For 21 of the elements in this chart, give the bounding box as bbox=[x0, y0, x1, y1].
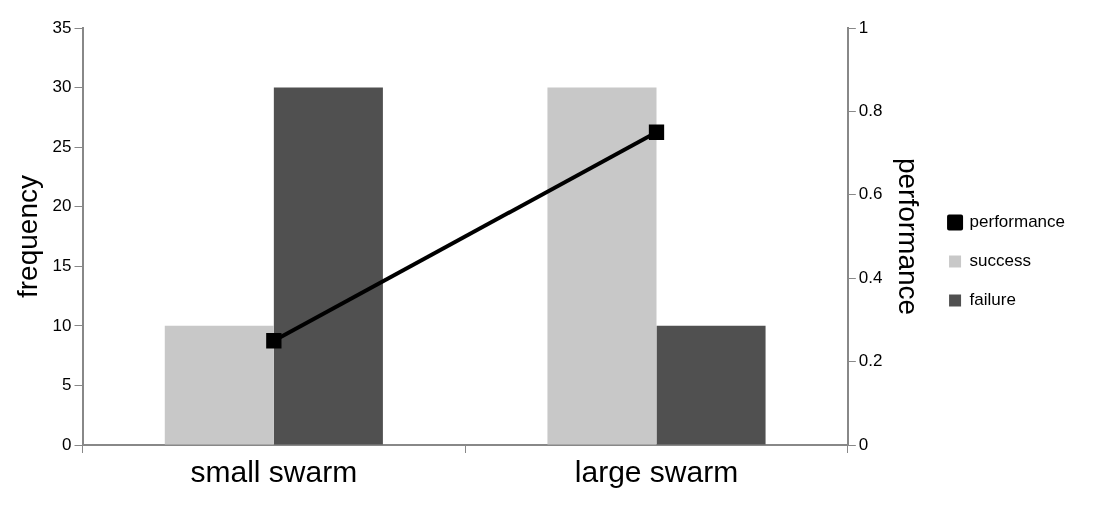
y-tick-label: 5 bbox=[62, 375, 72, 395]
y2-tick-label: 0.2 bbox=[858, 351, 883, 371]
x-tick-label: large swarm bbox=[574, 455, 739, 489]
y-tick-label: 15 bbox=[52, 255, 72, 275]
y-tick-label: 30 bbox=[52, 77, 72, 97]
y-tick-label: 35 bbox=[52, 17, 72, 37]
y2-tick-label: 0.4 bbox=[858, 267, 883, 287]
legend-label: failure bbox=[969, 290, 1016, 310]
legend-label: performance bbox=[969, 212, 1065, 232]
y2-axis-title: performance bbox=[892, 157, 924, 316]
y-tick-label: 25 bbox=[52, 136, 72, 156]
y-tick-label: 20 bbox=[52, 196, 72, 216]
legend-label: success bbox=[969, 251, 1031, 271]
y2-tick-label: 0.6 bbox=[858, 184, 883, 204]
y2-tick-label: 0 bbox=[858, 434, 869, 454]
x-tick-label: small swarm bbox=[190, 455, 358, 489]
y2-tick-label: 0.8 bbox=[858, 101, 883, 121]
y-axis-title: frequency bbox=[11, 175, 43, 298]
y2-tick-label: 1 bbox=[858, 17, 869, 37]
y-tick-label: 10 bbox=[52, 315, 72, 335]
y-tick-label: 0 bbox=[62, 434, 72, 454]
